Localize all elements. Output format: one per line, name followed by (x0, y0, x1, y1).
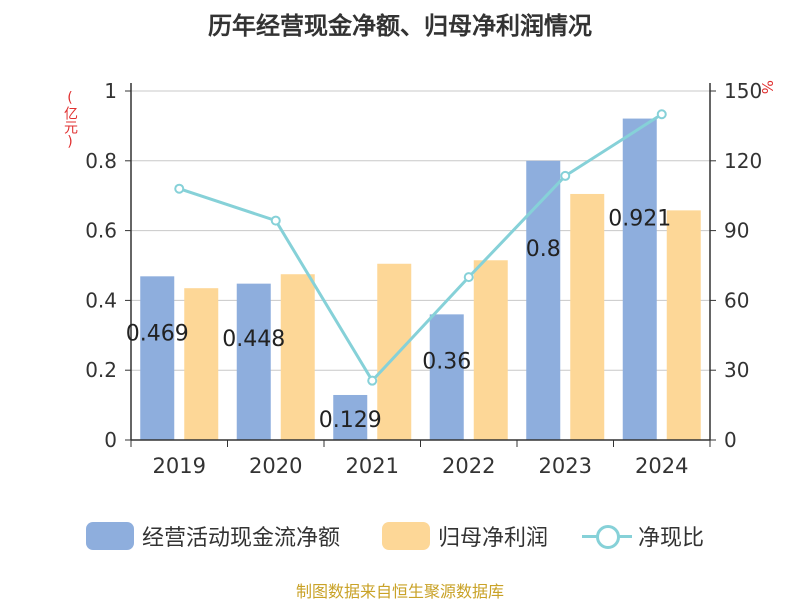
right-axis-tick-label: 90 (724, 219, 749, 243)
right-axis-tick-label: 0 (724, 428, 737, 452)
bar-net-profit (184, 288, 219, 440)
right-axis-tick-label: 30 (724, 358, 749, 382)
x-axis-tick-label: 2022 (442, 454, 495, 478)
bar-cashflow (622, 118, 657, 441)
right-axis-tick-label: 60 (724, 288, 749, 312)
legend-swatch-net-profit (382, 522, 430, 550)
x-axis-tick-label: 2023 (539, 454, 592, 478)
bar-value-label: 0.921 (608, 206, 671, 231)
x-axis-tick-label: 2019 (153, 454, 206, 478)
bar-net-profit (377, 263, 412, 440)
bar-cashflow (429, 314, 464, 440)
legend-item-cashflow[interactable]: 经营活动现金流净额 (86, 516, 340, 556)
line-ratio-point (270, 215, 281, 226)
bar-cashflow (236, 283, 271, 440)
legend-label-cashflow: 经营活动现金流净额 (142, 526, 341, 551)
bar-net-profit (570, 193, 605, 440)
line-ratio-point (560, 170, 571, 181)
left-axis-tick-label: 0 (104, 428, 117, 452)
left-axis-tick-label: 0.6 (85, 219, 117, 243)
legend: 经营活动现金流净额 归母净利润 净现比 (0, 516, 800, 556)
bar-net-profit (473, 260, 508, 440)
left-axis-tick-label: 0.8 (85, 149, 117, 173)
legend-item-net-profit[interactable]: 归母净利润 (382, 516, 548, 556)
legend-swatch-cashflow (86, 522, 134, 550)
legend-line-ratio-icon (582, 522, 632, 550)
x-axis-tick-label: 2024 (635, 454, 688, 478)
right-axis-tick-label: 150 (724, 79, 762, 103)
bar-value-label: 0.469 (126, 322, 189, 347)
bar-value-label: 0.8 (526, 237, 561, 262)
chart-title: 历年经营现金净额、归母净利润情况 (208, 12, 592, 40)
bar-net-profit (666, 210, 701, 440)
line-ratio (178, 113, 663, 384)
bar-value-label: 0.36 (422, 349, 471, 374)
left-axis-tick-label: 0.4 (85, 288, 117, 312)
left-axis-tick-label: 0.2 (85, 358, 117, 382)
bar-value-label: 0.129 (319, 408, 382, 433)
legend-item-ratio[interactable]: 净现比 (582, 516, 704, 556)
left-axis-tick-label: 1 (104, 79, 117, 103)
line-ratio-point (367, 375, 378, 386)
line-ratio-point (656, 109, 667, 120)
x-axis-tick-label: 2021 (346, 454, 399, 478)
bar-cashflow (333, 394, 368, 440)
bar-net-profit (280, 274, 315, 440)
bar-value-label: 0.448 (222, 327, 285, 352)
line-ratio-point (463, 272, 474, 283)
line-ratio-point (174, 183, 185, 194)
legend-label-ratio: 净现比 (638, 526, 705, 551)
bar-cashflow (140, 276, 175, 440)
bar-cashflow (526, 160, 561, 441)
data-source-note: 制图数据来自恒生聚源数据库 (295, 582, 504, 601)
x-axis-tick-label: 2020 (249, 454, 302, 478)
left-axis-unit: (亿元) (62, 90, 78, 150)
right-axis-tick-label: 120 (724, 149, 762, 173)
legend-label-net-profit: 归母净利润 (438, 526, 549, 551)
